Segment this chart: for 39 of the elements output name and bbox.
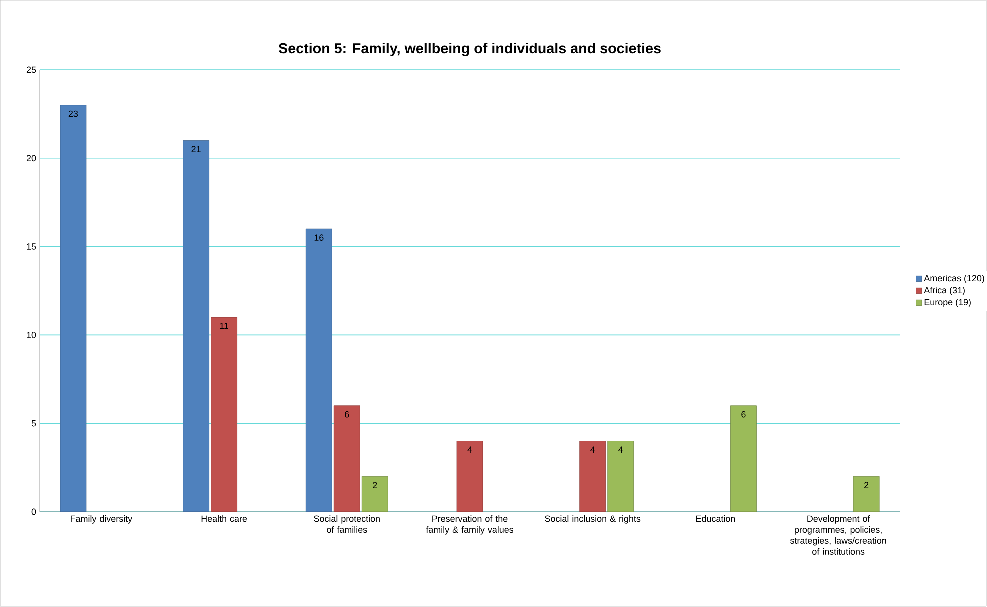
data-label: 6 xyxy=(345,411,350,418)
bar xyxy=(853,476,880,512)
data-label: 4 xyxy=(468,446,472,453)
data-label: 21 xyxy=(192,146,201,152)
bar xyxy=(60,105,87,512)
x-tick-label: Education xyxy=(696,516,736,522)
x-tick-label: Health care xyxy=(202,516,248,522)
data-label: 11 xyxy=(220,323,229,330)
data-label: 2 xyxy=(373,482,378,488)
x-tick-label: Social inclusion & rights xyxy=(545,516,641,524)
y-tick-label: 0 xyxy=(32,508,36,516)
data-label: 2 xyxy=(864,482,869,488)
bar xyxy=(608,441,634,512)
data-label: 23 xyxy=(68,110,78,118)
x-tick-label: Development of programmes, policies, strategies, laws/creation of institutions xyxy=(790,516,886,555)
data-label: 4 xyxy=(618,446,624,453)
bar xyxy=(730,406,757,512)
x-tick-label: Social protection of families xyxy=(314,516,380,534)
y-tick-label: 5 xyxy=(32,420,36,427)
bar xyxy=(362,476,388,512)
data-label: 6 xyxy=(742,411,746,418)
legend-label: Europe (19) xyxy=(924,298,971,308)
bar xyxy=(211,317,238,512)
bar xyxy=(456,441,484,512)
y-tick-label: 15 xyxy=(27,244,36,250)
bar xyxy=(306,228,332,512)
bar xyxy=(334,406,360,512)
y-tick-label: 10 xyxy=(27,332,36,338)
data-label: 4 xyxy=(590,446,596,453)
legend-label: Americas (120) xyxy=(924,275,984,284)
y-tick-label: 20 xyxy=(26,155,36,162)
y-tick-label: 25 xyxy=(26,66,36,74)
data-label: 16 xyxy=(314,234,324,241)
chart-title: Section 5: Family, wellbeing of individuals and societies xyxy=(278,43,661,56)
legend-label: Africa (31) xyxy=(924,286,965,296)
x-tick-label: Family diversity xyxy=(71,516,133,524)
x-tick-label: Preservation of the family & family values xyxy=(426,516,514,535)
bar xyxy=(183,140,210,512)
bar xyxy=(580,441,606,512)
